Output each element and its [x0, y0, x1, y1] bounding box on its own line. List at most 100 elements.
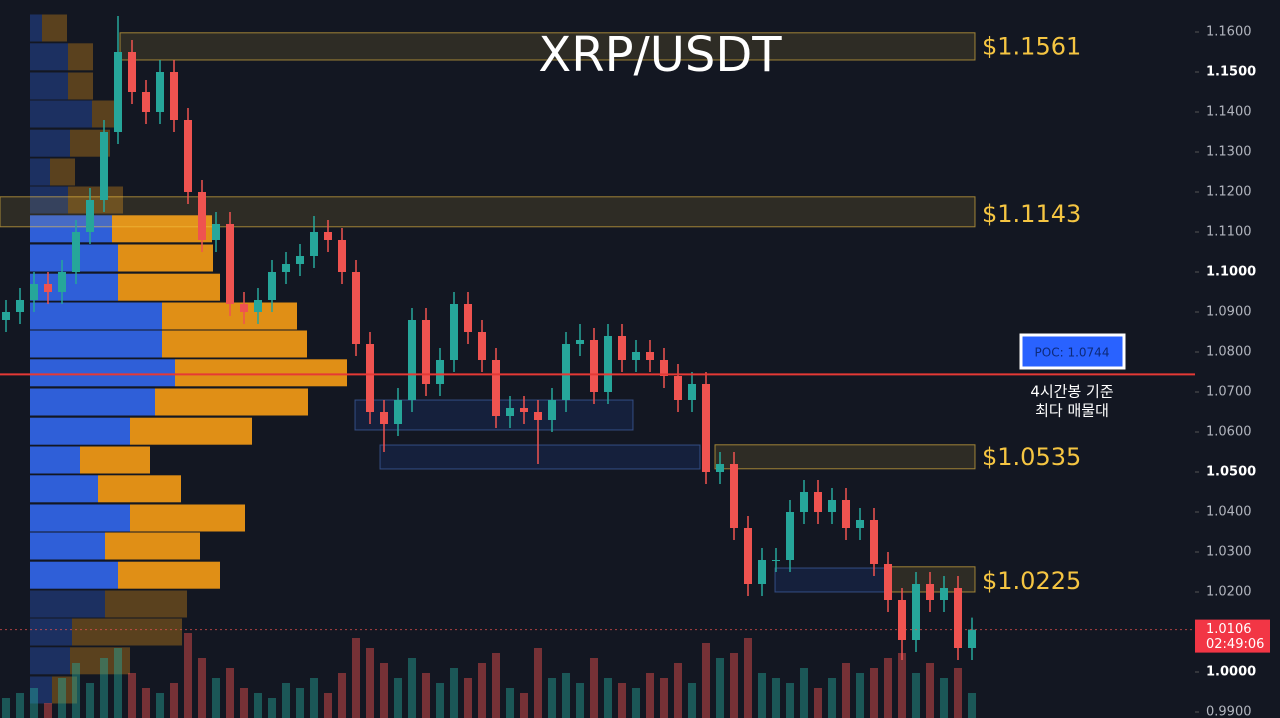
y-tick-label: 1.1100: [1206, 225, 1252, 240]
volume-bar: [632, 688, 640, 718]
candle-body: [156, 72, 164, 112]
candle-body: [254, 300, 262, 312]
y-tick-label: 1.0600: [1206, 425, 1252, 440]
profile-sell: [105, 590, 187, 618]
volume-bar: [422, 673, 430, 718]
profile-buy: [30, 158, 50, 186]
profile-sell: [118, 273, 220, 301]
profile-sell: [118, 561, 220, 589]
volume-bar: [534, 648, 542, 718]
candle-body: [940, 588, 948, 600]
chart-title: XRP/USDT: [538, 27, 782, 83]
candle-body: [100, 132, 108, 200]
candle-body: [646, 352, 654, 360]
candle-body: [114, 52, 122, 132]
volume-bar: [2, 698, 10, 718]
profile-sell: [68, 43, 93, 71]
candle-body: [912, 584, 920, 640]
candle-body: [240, 304, 248, 312]
candle-body: [506, 408, 514, 416]
candle-body: [128, 52, 136, 92]
candle-body: [72, 232, 80, 272]
candle-body: [268, 272, 276, 300]
annotation: 최다 매물대: [1035, 402, 1109, 420]
profile-buy: [30, 14, 42, 42]
last-price-label: 1.0106: [1206, 622, 1252, 637]
candle-body: [170, 72, 178, 120]
volume-bar: [324, 693, 332, 718]
volume-bar: [100, 658, 108, 718]
candle-body: [44, 284, 52, 292]
y-tick-label: 1.0800: [1206, 345, 1252, 360]
profile-buy: [30, 129, 70, 157]
poc-label: POC: 1.0744: [1035, 346, 1110, 360]
profile-sell: [72, 618, 182, 646]
volume-bar: [968, 693, 976, 718]
volume-bar: [464, 678, 472, 718]
profile-buy: [30, 475, 98, 503]
candle-body: [688, 384, 696, 400]
candle-body: [716, 464, 724, 472]
volume-bar: [156, 693, 164, 718]
volume-bar: [240, 688, 248, 718]
volume-bar: [562, 673, 570, 718]
y-tick-label: 1.1200: [1206, 185, 1252, 200]
volume-bar: [800, 668, 808, 718]
volume-bar: [604, 678, 612, 718]
volume-bar: [366, 648, 374, 718]
candle-body: [352, 272, 360, 344]
volume-bar: [674, 663, 682, 718]
candle-body: [310, 232, 318, 256]
profile-buy: [30, 504, 130, 532]
candle-body: [16, 300, 24, 312]
candle-body: [464, 304, 472, 332]
candle-body: [478, 332, 486, 360]
level-zone: [714, 444, 976, 470]
volume-bar: [212, 678, 220, 718]
volume-bar: [114, 648, 122, 718]
volume-bar: [548, 678, 556, 718]
candle-body: [856, 520, 864, 528]
candle-body: [898, 600, 906, 640]
level-label: $1.0535: [982, 443, 1081, 471]
profile-buy: [30, 647, 70, 675]
profile-buy: [30, 330, 162, 358]
volume-bar: [660, 678, 668, 718]
profile-sell: [130, 417, 252, 445]
y-tick-label: 1.1600: [1206, 25, 1252, 40]
volume-bar: [128, 673, 136, 718]
candle-body: [198, 192, 206, 240]
candle-body: [884, 564, 892, 600]
volume-bar: [16, 693, 24, 718]
volume-bar: [254, 693, 262, 718]
level-label: $1.1561: [982, 33, 1081, 61]
candle-body: [702, 384, 710, 472]
candle-body: [492, 360, 500, 416]
profile-buy: [30, 186, 68, 214]
profile-buy: [30, 359, 175, 387]
candle-body: [576, 340, 584, 344]
profile-sell: [105, 532, 200, 560]
candle-body: [520, 408, 528, 412]
volume-bar: [926, 663, 934, 718]
candle-body: [870, 520, 878, 564]
profile-buy: [30, 100, 92, 128]
y-tick-label: 1.0900: [1206, 305, 1252, 320]
volume-bar: [772, 678, 780, 718]
price-tag: [1195, 619, 1270, 653]
volume-bar: [898, 653, 906, 718]
volume-bar: [520, 693, 528, 718]
volume-bar: [884, 658, 892, 718]
y-tick-label: 1.0500: [1206, 465, 1256, 480]
profile-sell: [112, 215, 212, 243]
candle-body: [450, 304, 458, 360]
volume-bar: [730, 653, 738, 718]
volume-bar: [758, 673, 766, 718]
candle-body: [30, 284, 38, 300]
volume-bar: [142, 688, 150, 718]
volume-bar: [716, 658, 724, 718]
candle-body: [366, 344, 374, 412]
candle-body: [674, 376, 682, 400]
volume-bar: [72, 663, 80, 718]
